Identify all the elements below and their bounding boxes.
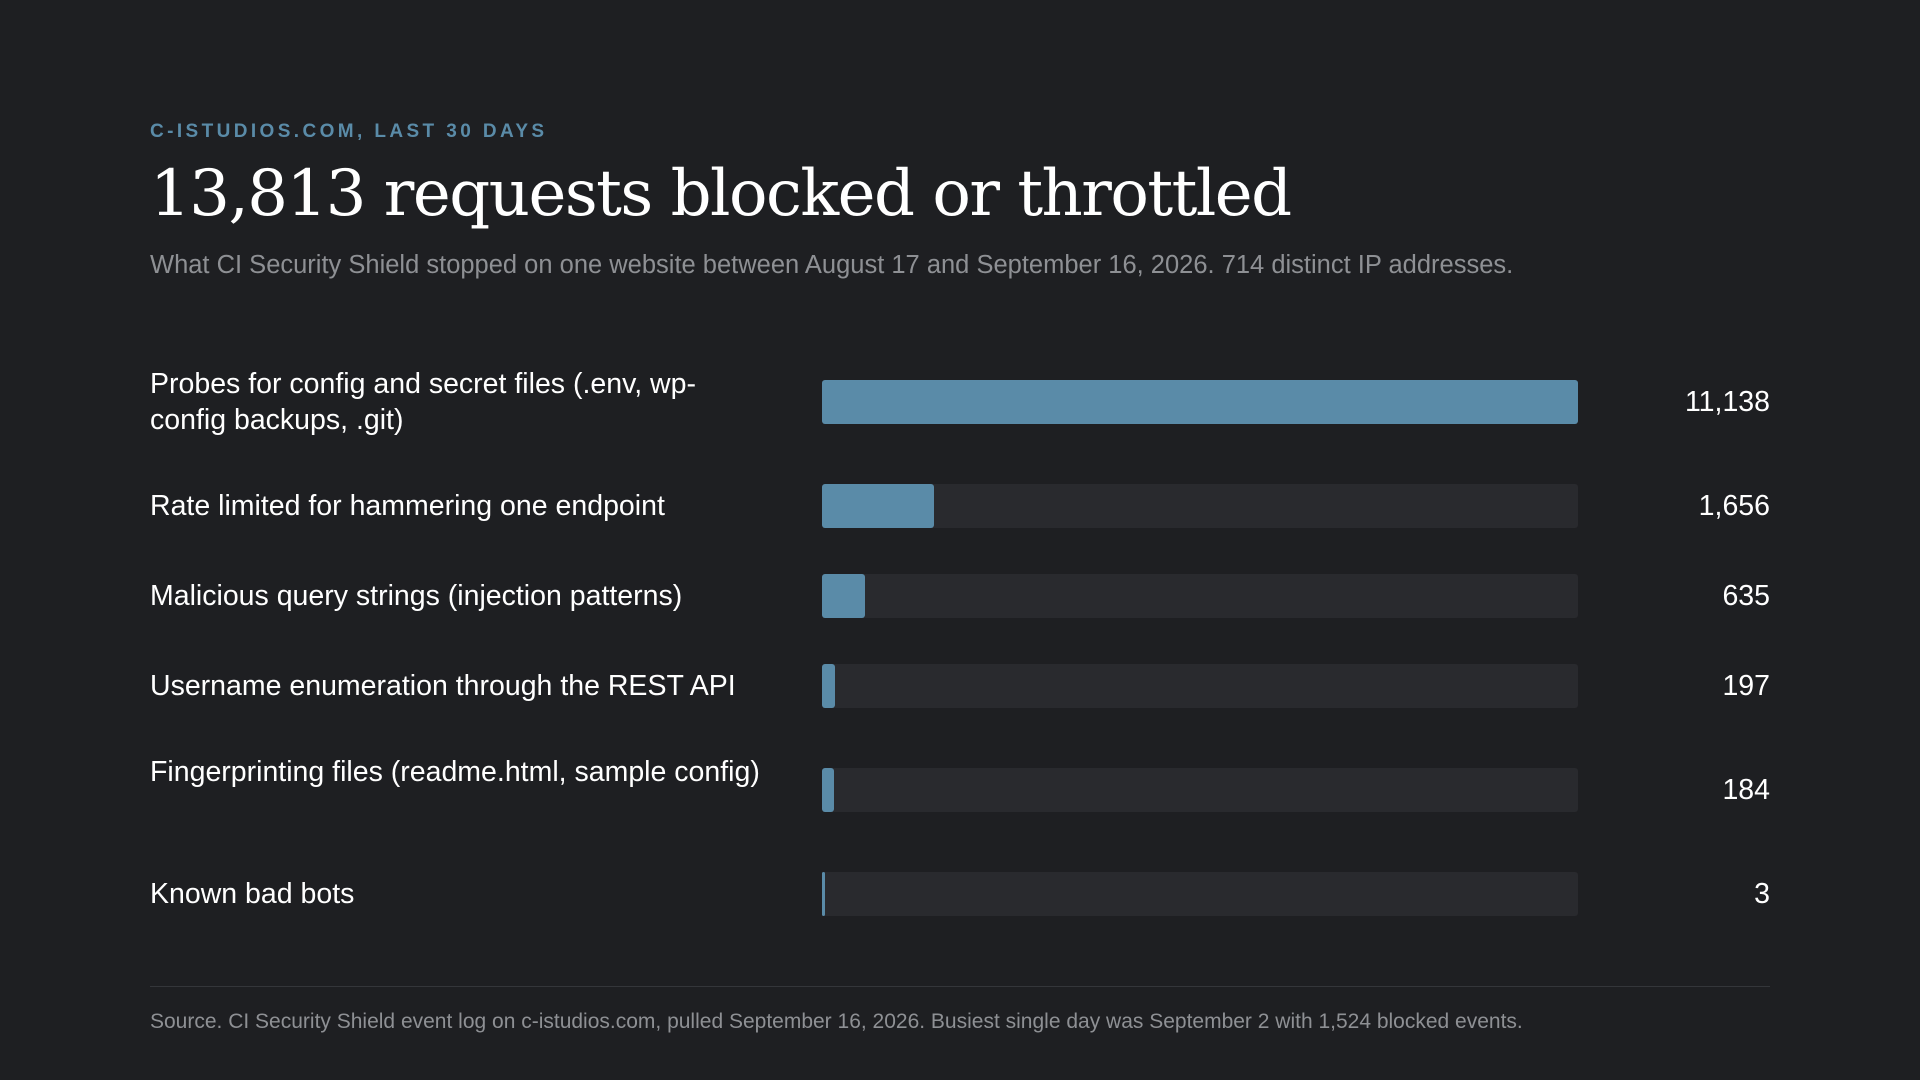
bar [822, 664, 836, 708]
bar-category-label: Known bad bots [150, 878, 355, 910]
bar-value-label: 1,656 [1698, 490, 1770, 522]
bar-row: Malicious query strings (injection patte… [150, 556, 1770, 636]
bar-category-label: Fingerprinting files (readme.html, sampl… [150, 756, 760, 788]
chart-title: 13,813 requests blocked or throttled [150, 157, 1292, 231]
bar-row: Fingerprinting files (readme.html, sampl… [150, 750, 1770, 830]
bar [822, 768, 835, 812]
bar-track [822, 872, 1578, 916]
bar [822, 872, 825, 916]
bar-row: Rate limited for hammering one endpoint 1… [150, 466, 1770, 546]
footer-divider [150, 986, 1770, 987]
bar-value-label: 11,138 [1684, 386, 1770, 418]
bar-chart: Probes for config and secret files (.env… [150, 0, 1770, 1080]
bar [822, 380, 1578, 424]
chart-kicker: C-ISTUDIOS.COM, LAST 30 DAYS [150, 121, 548, 142]
bar-track [822, 768, 1578, 812]
bar-track [822, 574, 1578, 618]
source-note: Source. CI Security Shield event log on … [150, 1010, 1523, 1033]
bar [822, 574, 866, 618]
bar-track [822, 380, 1578, 424]
bar-row: Known bad bots 3 [150, 854, 1770, 934]
chart-subtitle: What CI Security Shield stopped on one w… [150, 251, 1514, 279]
bar-value-label: 635 [1722, 580, 1770, 612]
bar-value-label: 197 [1722, 670, 1770, 702]
bar-row: Username enumeration through the REST AP… [150, 646, 1770, 726]
bar-row: Probes for config and secret files (.env… [150, 362, 1770, 442]
bar-category-label: Malicious query strings (injection patte… [150, 580, 683, 612]
bar-track [822, 664, 1578, 708]
bar-category-label: Username enumeration through the REST AP… [150, 670, 736, 702]
bar-value-label: 3 [1754, 878, 1770, 910]
bar-track [822, 484, 1578, 528]
bar [822, 484, 935, 528]
bar-value-label: 184 [1722, 774, 1770, 806]
bar-category-label: Probes for config and secret files (.env… [150, 368, 696, 436]
bar-category-label: Rate limited for hammering one endpoint [150, 490, 665, 522]
